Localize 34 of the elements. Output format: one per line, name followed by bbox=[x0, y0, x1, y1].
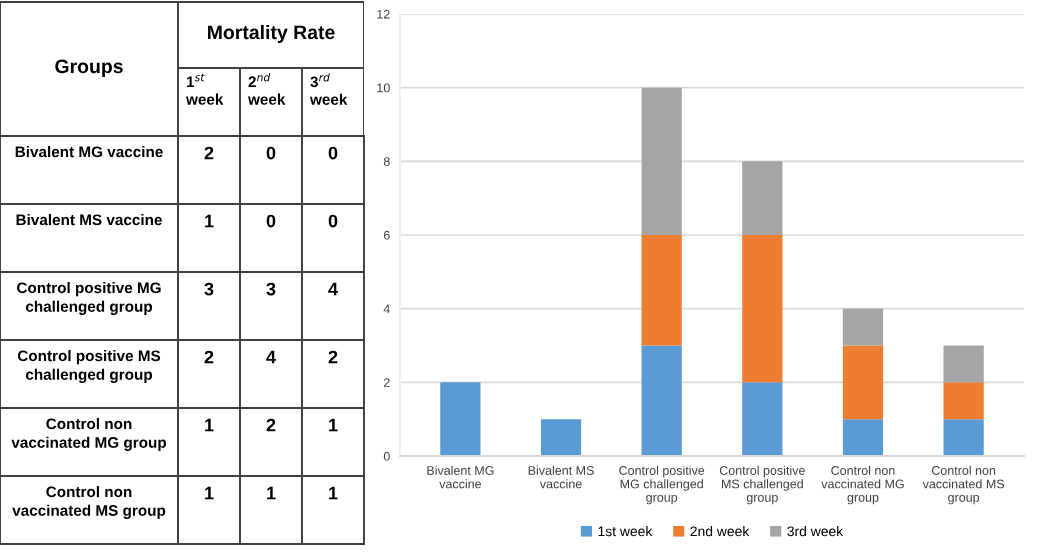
bar bbox=[440, 382, 481, 456]
data-label: 0 bbox=[266, 146, 276, 160]
bar bbox=[742, 235, 783, 383]
data-label: 3 bbox=[266, 282, 276, 296]
data-label: 4 bbox=[266, 350, 276, 364]
bar bbox=[842, 419, 884, 456]
data-label: 2 bbox=[266, 418, 276, 432]
bar bbox=[943, 419, 984, 456]
data-label: 0 bbox=[328, 146, 338, 160]
bar bbox=[641, 345, 682, 456]
bar bbox=[943, 382, 984, 420]
bar bbox=[742, 382, 783, 456]
data-label: 0 bbox=[266, 214, 276, 228]
bar bbox=[540, 419, 582, 456]
bar bbox=[742, 161, 783, 235]
chart-title: Mortality Rate bbox=[208, 24, 335, 44]
bar bbox=[641, 87, 682, 235]
data-label: 4 bbox=[328, 282, 338, 296]
data-label: 2 bbox=[328, 350, 338, 364]
data-label: 1 bbox=[205, 486, 214, 500]
data-label: 2 bbox=[204, 350, 214, 364]
data-label: 1 bbox=[329, 418, 338, 432]
bar bbox=[943, 345, 984, 383]
data-label: 0 bbox=[328, 214, 338, 228]
data-label: 3 bbox=[204, 282, 214, 296]
data-label: 1 bbox=[267, 486, 276, 500]
bar bbox=[842, 345, 884, 420]
data-label: 1 bbox=[205, 214, 214, 228]
bar bbox=[842, 308, 884, 346]
data-label: 1 bbox=[329, 486, 338, 500]
data-label: 2 bbox=[204, 146, 214, 160]
data-label: 1 bbox=[205, 418, 214, 432]
bar bbox=[641, 235, 682, 346]
y-axis-title: Groups bbox=[55, 59, 123, 78]
